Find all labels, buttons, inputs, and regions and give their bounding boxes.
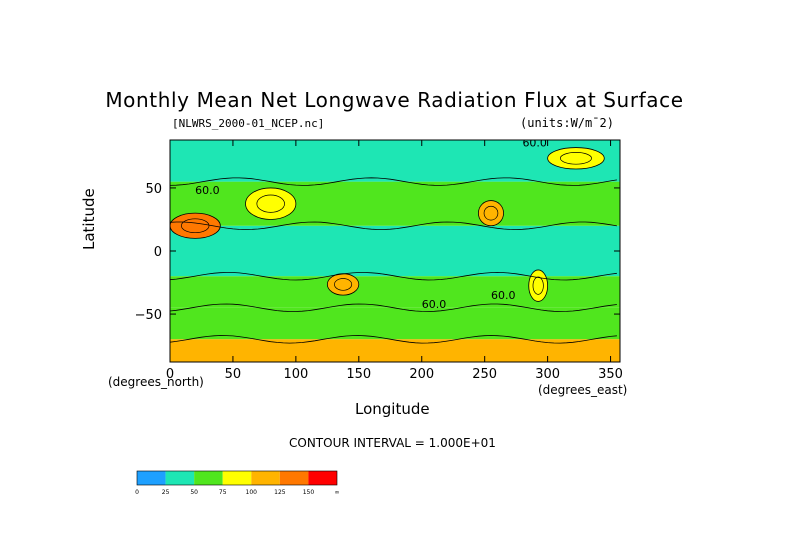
colorbar-swatch (251, 471, 280, 485)
contour-label: 60.0 (522, 136, 547, 149)
contour-line (170, 177, 617, 186)
colorbar-level-label: 0 (135, 489, 139, 496)
field-region-high_north (170, 140, 620, 182)
x-tick-label: 250 (472, 367, 497, 382)
contour-line (170, 335, 617, 344)
contour-line (170, 303, 617, 312)
field-region-tropics (170, 225, 620, 277)
x-tick-label: 100 (283, 367, 308, 382)
x-tick-label: 300 (535, 367, 560, 382)
colorbar-swatch (222, 471, 252, 485)
contour-ring (180, 218, 210, 234)
contour-label: 60.0 (491, 289, 515, 302)
field-feature-central_asia (245, 187, 297, 220)
colorbar-swatch (194, 471, 223, 485)
y-axis-units: (degrees_north) (108, 375, 204, 389)
contour-interval-note: CONTOUR INTERVAL = 1.000E+01 (289, 436, 496, 450)
colorbar-swatch (165, 471, 195, 485)
contour-line (170, 221, 617, 231)
units-label: (units:W/m¯2) (520, 116, 614, 130)
x-axis-label: Longitude (355, 400, 430, 418)
field-feature-andes (528, 269, 549, 302)
contour-ring (256, 194, 285, 213)
field-feature-sahara (170, 212, 221, 239)
colorbar-level-label: 100 (246, 489, 258, 496)
source-file-label: [NLWRS_2000-01_NCEP.nc] (172, 117, 325, 130)
colorbar-level-label: ∞ (335, 489, 340, 496)
field-region-subtropics_north (170, 181, 620, 226)
x-tick-label: 0 (166, 367, 174, 382)
colorbar-swatch (308, 471, 337, 485)
colorbar-level-label: 50 (190, 489, 198, 496)
field-region-subtropics_south (170, 276, 620, 308)
contour-ring (532, 276, 544, 295)
colorbar-level-label: 150 (303, 489, 315, 496)
contour-ring (334, 278, 353, 291)
contour-label: 60.0 (195, 184, 220, 197)
contour-label: 60.0 (422, 298, 447, 311)
y-tick-label: 50 (145, 182, 162, 197)
field-region-southern_ocean (170, 307, 620, 340)
x-tick-label: 50 (225, 367, 242, 382)
colorbar: 0 25 50 75 100 125 150 ∞ (135, 470, 340, 496)
axes: 0 50 100 150 200 250 300 350 50 0 −50 (135, 139, 623, 382)
plot-area: 60.0 60.0 60.0 60.0 (170, 136, 620, 362)
colorbar-swatch (137, 471, 166, 485)
x-tick-label: 150 (346, 367, 371, 382)
chart-title: Monthly Mean Net Longwave Radiation Flux… (105, 88, 684, 112)
colorbar-level-label: 125 (274, 489, 286, 496)
field-region-antarctic (170, 339, 620, 362)
x-axis-units: (degrees_east) (538, 383, 628, 397)
colorbar-level-label: 75 (219, 489, 227, 496)
contour-ring (483, 205, 499, 221)
field-feature-southwest_us (477, 200, 504, 227)
colorbar-frame (136, 470, 338, 486)
x-tick-label: 200 (409, 367, 434, 382)
contour-line (170, 271, 617, 281)
colorbar-level-label: 25 (162, 489, 170, 496)
field-feature-australia (326, 273, 360, 296)
colorbar-swatch (279, 471, 309, 485)
y-tick-label: −50 (135, 308, 162, 323)
y-tick-label: 0 (154, 245, 162, 260)
x-tick-label: 350 (598, 367, 623, 382)
field-feature-greenland (547, 147, 605, 170)
contour-ring (560, 152, 592, 165)
